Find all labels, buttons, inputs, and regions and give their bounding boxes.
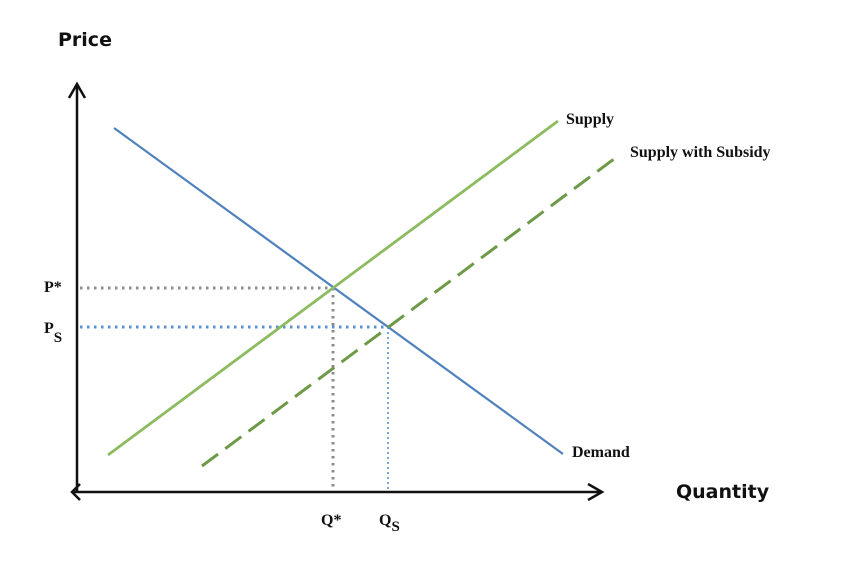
q-star-label: Q* — [321, 512, 341, 529]
origin-arrow-left-icon — [70, 483, 81, 501]
q-s-label-sub: S — [391, 519, 399, 535]
supply-label: Supply — [566, 111, 614, 128]
quantity-axis-arrow-icon — [587, 482, 605, 502]
price-axis-title: Price — [58, 29, 112, 51]
q-s-label-main: Q — [379, 512, 391, 529]
p-s-label: PS — [44, 320, 62, 346]
p-s-label-main: P — [44, 320, 54, 337]
demand-curve — [113, 127, 564, 455]
p-star-label: P* — [44, 279, 62, 296]
q-s-label: QS — [379, 512, 400, 535]
p-s-label-sub: S — [54, 330, 62, 346]
supply-with-subsidy-label: Supply with Subsidy — [630, 144, 771, 161]
price-axis-arrow-icon — [67, 81, 87, 99]
demand-label: Demand — [572, 444, 630, 461]
quantity-axis-title: Quantity — [676, 481, 770, 503]
supply-with-subsidy-curve — [201, 157, 615, 468]
supply-curve — [107, 119, 559, 457]
